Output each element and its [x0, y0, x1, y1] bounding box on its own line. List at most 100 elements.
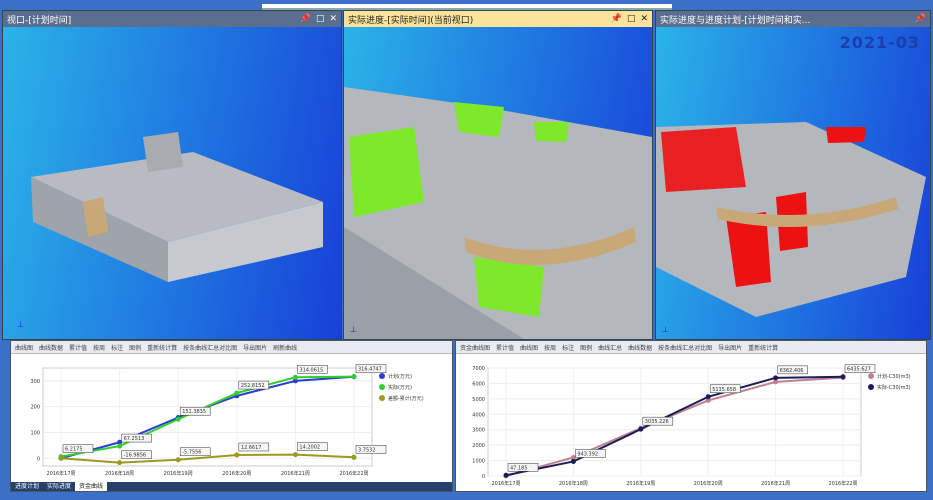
data-label-box: [238, 380, 270, 390]
toolbar-item[interactable]: 按周: [93, 344, 106, 352]
y-tick-label: 4000: [472, 412, 485, 418]
x-tick-label: 2016年20周: [694, 480, 723, 487]
toolbar-item[interactable]: 图例: [580, 344, 593, 352]
data-label: 47.185: [510, 465, 528, 471]
data-point: [175, 416, 181, 422]
pane-title: 视口-[计划时间]: [7, 15, 72, 26]
toolbar-item[interactable]: 曲线汇总: [598, 344, 623, 352]
data-label: 252.8152: [241, 383, 265, 389]
building-model: ⊥: [17, 132, 323, 329]
data-label: 6435.627: [847, 367, 871, 373]
tab-cost-curve[interactable]: 资金曲线: [75, 482, 108, 491]
toolbar-item[interactable]: 资金曲线图: [460, 344, 491, 352]
data-point: [234, 452, 240, 458]
data-label-box: [642, 416, 674, 426]
data-label: 14.2002: [299, 445, 320, 451]
pin-icon[interactable]: 📌: [914, 14, 926, 24]
y-tick-label: 1000: [472, 459, 485, 465]
toolbar-item[interactable]: 刷新曲线: [273, 344, 298, 352]
toolbar-item[interactable]: 累计值: [496, 344, 515, 352]
toolbar-item[interactable]: 累计值: [69, 344, 88, 352]
toolbar-item[interactable]: 图例: [129, 344, 142, 352]
x-tick-label: 2016年19周: [626, 480, 655, 487]
y-tick-label: 300: [30, 379, 40, 385]
legend-label: 计划(万元): [388, 373, 412, 380]
viewport-plan[interactable]: 视口-[计划时间] 📌 □ ✕ ⊥: [2, 10, 342, 340]
bottom-tabs: 进度计划 实际进度 资金曲线: [11, 482, 452, 491]
data-label: 943.392: [577, 451, 598, 457]
toolbar-item[interactable]: 重新统计算: [748, 344, 779, 352]
3d-model-view[interactable]: ⊥: [344, 27, 652, 339]
legend-marker: [379, 395, 385, 401]
legend-label: 实际-C30(m3): [877, 384, 911, 391]
data-label: 151.3835: [182, 409, 206, 415]
x-tick-label: 2016年22周: [828, 480, 857, 487]
y-tick-label: 3000: [472, 428, 485, 434]
data-label: -5.7556: [182, 450, 201, 456]
series-line: [505, 375, 844, 477]
x-tick-label: 2016年20周: [222, 470, 251, 477]
tab-plan[interactable]: 进度计划: [15, 483, 40, 490]
toolbar-item[interactable]: 按条曲线汇总对比图: [183, 344, 238, 352]
data-label: 316.4747: [358, 367, 382, 373]
viewport-actual[interactable]: 实际进度-[实际时间](当前视口) 📌 □ ✕ ⊥: [343, 10, 653, 340]
legend-marker: [379, 373, 385, 379]
data-point: [570, 458, 576, 464]
data-label: 314.0615: [299, 367, 323, 373]
data-label-box: [297, 365, 328, 374]
data-point: [773, 379, 779, 385]
toolbar-item[interactable]: 标注: [562, 344, 575, 352]
data-point: [117, 460, 123, 466]
close-icon[interactable]: ✕: [640, 14, 648, 24]
data-label-box: [575, 449, 606, 458]
maximize-icon[interactable]: □: [315, 14, 325, 24]
data-label: 12.6617: [241, 445, 262, 451]
data-label-box: [121, 433, 152, 443]
x-tick-label: 2016年17周: [46, 470, 75, 477]
toolbar-item[interactable]: 曲线图: [15, 344, 34, 352]
data-point: [351, 454, 357, 460]
data-point: [292, 452, 298, 458]
data-label-box: [777, 365, 808, 375]
y-tick-label: 7000: [472, 366, 485, 372]
data-label-box: [238, 442, 270, 452]
series-line: [60, 375, 355, 458]
building-model: ⊥: [344, 87, 652, 339]
toolbar-item[interactable]: 导出图片: [243, 344, 268, 352]
data-point: [503, 472, 509, 478]
toolbar-item[interactable]: 曲线数据: [628, 344, 653, 352]
data-point: [840, 374, 846, 380]
toolbar-item[interactable]: 按条曲线汇总对比图: [658, 344, 713, 352]
3d-model-view[interactable]: ⊥: [3, 27, 341, 339]
pin-icon[interactable]: 📌: [610, 14, 622, 24]
maximize-icon[interactable]: □: [626, 14, 636, 24]
toolbar-item[interactable]: 按周: [544, 344, 557, 352]
plot-area: [487, 367, 862, 477]
axis-gizmo-icon: ⊥: [350, 325, 357, 334]
viewport-compare[interactable]: 实际进度与进度计划-[计划时间和实... 📌 2021-03 ⊥: [655, 10, 931, 340]
data-label: 3035.226: [645, 419, 669, 425]
pin-icon[interactable]: 📌: [299, 14, 311, 24]
data-point: [638, 426, 644, 432]
3d-model-view[interactable]: ⊥: [656, 27, 930, 339]
chart-toolbar: 曲线图 曲线数据 累计值 按周 标注 图例 重新统计算 按条曲线汇总对比图 导出图片 刷新曲线: [11, 341, 452, 354]
cost-curve-chart: 0 100 200 300 2016年17周 2016年18周 2016年19周 2016年2…: [30, 364, 424, 477]
data-point: [705, 394, 711, 400]
data-label-box: [844, 364, 876, 373]
tab-actual[interactable]: 实际进度: [47, 483, 72, 490]
toolbar-item[interactable]: 曲线数据: [39, 344, 64, 352]
series-line: [505, 376, 844, 477]
x-tick-label: 2016年22周: [339, 470, 368, 477]
toolbar-item[interactable]: 重新统计算: [147, 344, 178, 352]
data-point: [773, 375, 779, 381]
toolbar-item[interactable]: 标注: [111, 344, 124, 352]
legend-label: 差额-累计(万元): [388, 395, 424, 402]
toolbar-item[interactable]: 导出图片: [718, 344, 743, 352]
x-tick-label: 2016年21周: [761, 480, 790, 487]
chart-toolbar: 资金曲线图 累计值 曲线图 按周 标注 图例 曲线汇总 曲线数据 按条曲线汇总对比图 导出图片 重新…: [456, 341, 926, 354]
toolbar-item[interactable]: 曲线图: [520, 344, 539, 352]
axis-gizmo-icon: ⊥: [17, 320, 24, 329]
close-icon[interactable]: ✕: [329, 14, 337, 24]
top-strip: [262, 4, 672, 10]
legend-marker: [868, 373, 874, 379]
